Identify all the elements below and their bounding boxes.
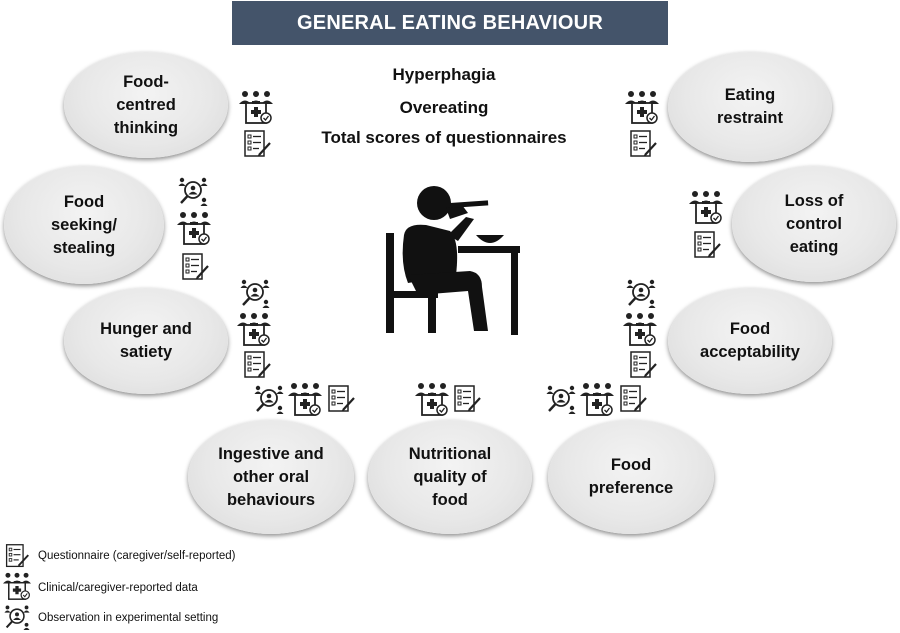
node-food-preference: Food preference — [548, 420, 714, 534]
clinical-data-icon — [579, 382, 615, 416]
clinical-data-icon — [622, 312, 658, 346]
node-nutritional-quality-of-food: Nutritional quality of food — [368, 420, 532, 534]
node-food-acceptability: Food acceptability — [668, 288, 832, 394]
legend-questionnaire-label: Questionnaire (caregiver/self-reported) — [38, 550, 236, 562]
node-eating-restraint: Eating restraint — [668, 52, 832, 162]
node-food-seeking-stealing: Food seeking/stealing — [4, 166, 164, 284]
center-line-hyperphagia: Hyperphagia — [392, 65, 496, 84]
observation-icon — [626, 278, 656, 308]
clinical-data-icon — [236, 312, 272, 346]
node-food-centred-thinking: Food-centred thinking — [64, 52, 228, 158]
observation-icon — [178, 176, 208, 206]
diagram-title: GENERAL EATING BEHAVIOUR — [232, 1, 668, 45]
questionnaire-icon — [326, 384, 356, 414]
node-hunger-and-satiety: Hunger and satiety — [64, 288, 228, 394]
questionnaire-icon — [628, 129, 658, 159]
node-loss-of-control-eating: Loss of control eating — [732, 166, 896, 282]
clinical-data-icon — [238, 90, 274, 124]
clinical-data-icon — [688, 190, 724, 224]
person-eating-icon — [386, 186, 520, 335]
clinical-data-icon — [176, 211, 212, 245]
clinical-data-icon — [287, 382, 323, 416]
center-line-overeating: Overeating — [399, 98, 489, 117]
questionnaire-icon — [4, 543, 30, 569]
center-line-total-scores: Total scores of questionnaires — [321, 128, 567, 147]
observation-icon — [546, 384, 576, 414]
questionnaire-icon — [180, 252, 210, 282]
observation-icon — [4, 604, 30, 630]
questionnaire-icon — [452, 384, 482, 414]
questionnaire-icon — [692, 230, 722, 260]
questionnaire-icon — [618, 384, 648, 414]
legend-clinical-label: Clinical/caregiver-reported data — [38, 582, 198, 594]
clinical-data-icon — [414, 382, 450, 416]
node-ingestive-oral-behaviours: Ingestive and other oral behaviours — [188, 420, 354, 534]
observation-icon — [254, 384, 284, 414]
clinical-data-icon — [624, 90, 660, 124]
observation-icon — [240, 278, 270, 308]
questionnaire-icon — [242, 350, 272, 380]
clinical-data-icon — [2, 572, 32, 600]
questionnaire-icon — [242, 129, 272, 159]
legend-observation-label: Observation in experimental setting — [38, 612, 219, 624]
questionnaire-icon — [628, 350, 658, 380]
